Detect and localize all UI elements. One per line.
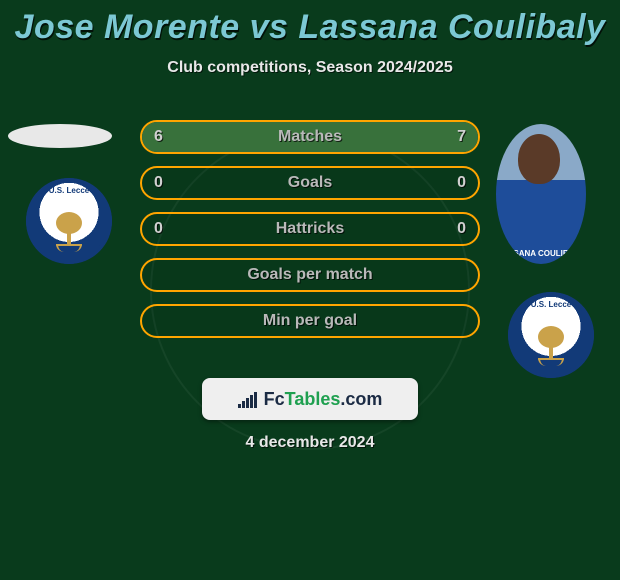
stat-row: Matches6 7 [140,120,480,154]
stat-value-left: 0 [154,214,163,244]
club-badge-tree-icon [534,326,568,366]
player-right-portrait: SANA COULIB [496,124,586,264]
stat-value-right: 0 [457,168,466,198]
stat-label: Hattricks [142,214,478,244]
player-jersey-text: SANA COULIB [496,249,586,258]
brand-badge: FcTables.com [202,378,418,420]
brand-text-suffix: .com [340,389,382,409]
subtitle: Club competitions, Season 2024/2025 [0,59,620,77]
stat-row: Hattricks0 0 [140,212,480,246]
stat-value-left: 0 [154,168,163,198]
stats-panel: Matches67Goals00Hattricks00Goals per mat… [140,120,480,350]
stat-label: Goals [142,168,478,198]
stat-label: Matches [142,122,478,152]
stat-value-left: 6 [154,122,163,152]
date-label: 4 december 2024 [0,434,620,452]
brand-text-prefix: Fc [264,389,285,409]
brand-text: FcTables.com [264,389,383,410]
brand-bars-icon [238,390,258,408]
player-right-club-badge: U.S. Lecce [508,292,594,378]
page-title: Jose Morente vs Lassana Coulibaly [0,0,620,47]
stat-row: Min per goal [140,304,480,338]
stat-value-right: 0 [457,214,466,244]
stat-value-right: 7 [457,122,466,152]
player-face-icon [518,134,560,184]
brand-text-mid: Tables [285,389,341,409]
stat-label: Goals per match [142,260,478,290]
stat-row: Goals per match [140,258,480,292]
stat-label: Min per goal [142,306,478,336]
player-left-club-badge: U.S. Lecce [26,178,112,264]
club-badge-text: U.S. Lecce [508,300,594,309]
club-badge-tree-icon [52,212,86,252]
club-badge-text: U.S. Lecce [26,186,112,195]
player-left-portrait [8,124,112,148]
stat-row: Goals0 0 [140,166,480,200]
